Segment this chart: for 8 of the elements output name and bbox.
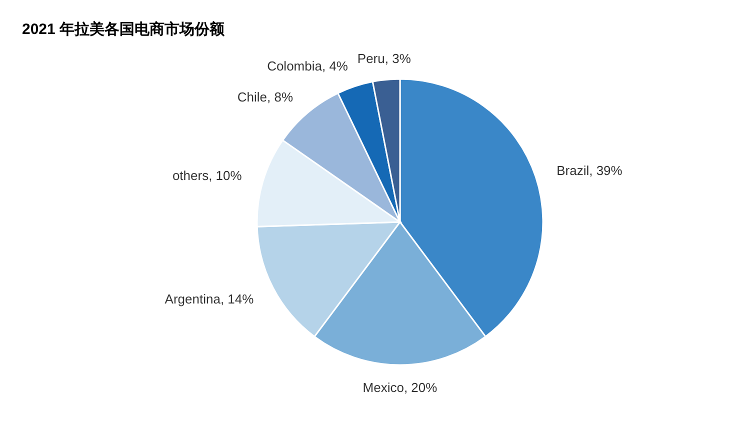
slice-label: Mexico, 20% xyxy=(362,380,438,395)
slice-label: Chile, 8% xyxy=(237,89,294,104)
slice-label: others, 10% xyxy=(172,168,242,184)
slice-label: Peru, 3% xyxy=(357,50,412,66)
chart-title: 2021 年拉美各国电商市场份额 xyxy=(22,20,226,38)
slice-label: Argentina, 14% xyxy=(164,291,254,306)
slice-label: Colombia, 4% xyxy=(267,58,348,74)
slice-label: Brazil, 39% xyxy=(556,163,623,178)
